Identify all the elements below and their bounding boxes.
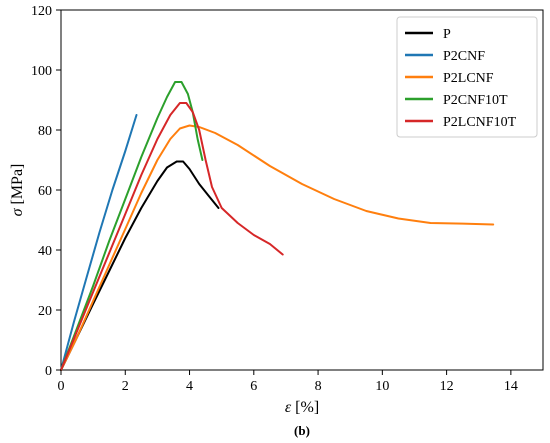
series-line-p2cnf10t: [60, 81, 204, 371]
ticks-layer: 0 2 4 6 8 10 12 14 0 20 40 60 80 100 120: [31, 4, 518, 394]
legend-label: P2LCNF: [443, 71, 494, 86]
x-tick-label: 10: [375, 379, 389, 394]
y-tick-label: 60: [38, 184, 52, 199]
x-axis-label: ε [%]: [285, 399, 319, 416]
x-tick-label: 14: [504, 379, 518, 394]
series-line-p: [60, 160, 220, 371]
y-tick-label: 80: [38, 124, 52, 139]
y-tick-label: 120: [31, 4, 52, 19]
x-tick-label: 0: [58, 379, 65, 394]
legend-label: P2CNF10T: [443, 93, 508, 108]
y-tick-label: 20: [38, 304, 52, 319]
legend: P P2CNF P2LCNF P2CNF10T P2LCNF10T: [396, 16, 538, 138]
x-tick-label: 12: [440, 379, 454, 394]
y-axis-label: σ [MPa]: [9, 164, 26, 217]
y-tick-label: 100: [31, 64, 52, 79]
series-layer: [60, 81, 495, 371]
x-tick-label: 2: [122, 379, 129, 394]
legend-label: P2LCNF10T: [443, 115, 517, 130]
y-tick-label: 40: [38, 244, 52, 259]
x-tick-label: 4: [186, 379, 193, 394]
series-line-p2lcnf: [60, 124, 495, 371]
series-line-p2cnf: [60, 114, 138, 371]
series-line-p2lcnf10t: [60, 102, 284, 371]
x-tick-label: 6: [250, 379, 257, 394]
figure-caption: (b): [294, 423, 310, 438]
legend-box: [396, 16, 538, 138]
legend-label: P: [443, 27, 451, 42]
x-tick-label: 8: [315, 379, 322, 394]
legend-label: P2CNF: [443, 49, 485, 64]
y-tick-label: 0: [45, 364, 52, 379]
